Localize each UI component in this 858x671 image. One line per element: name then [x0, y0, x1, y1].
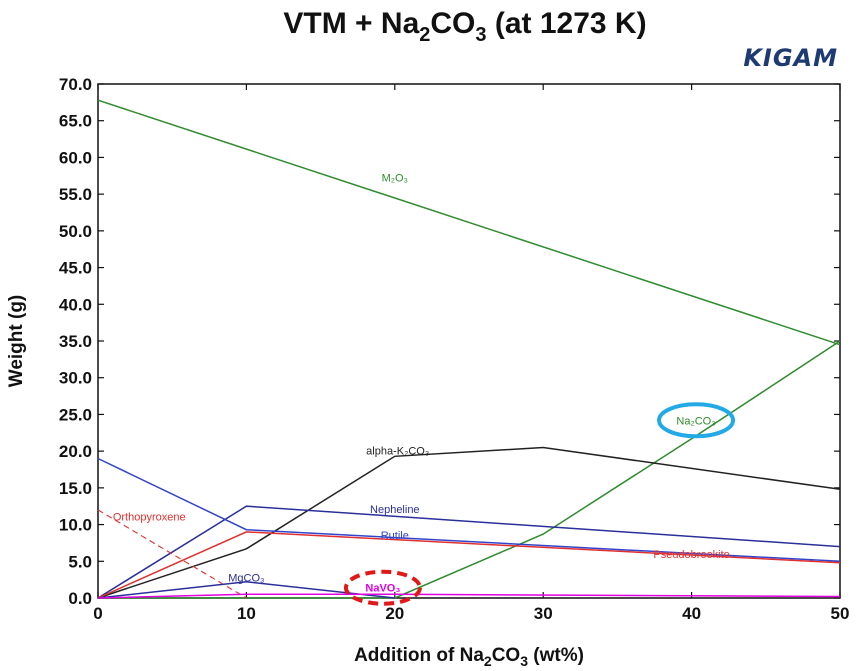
series-label-alpha-k2co3: alpha-K₂CO₃ [366, 445, 429, 457]
kigam-logo: KIGAM [743, 44, 838, 72]
series-label-nepheline: Nepheline [370, 504, 420, 516]
x-tick-label: 10 [237, 604, 256, 623]
y-tick-label: 5.0 [68, 552, 92, 571]
series-label-orthopyroxene: Orthopyroxene [113, 511, 186, 523]
series-label-mgco3: MgCO₃ [228, 572, 264, 584]
series-label-pseudobrookite: Pseudobrookite [653, 549, 729, 561]
x-tick-label: 40 [682, 604, 701, 623]
series-line-rutile [97, 457, 841, 563]
y-tick-label: 30.0 [59, 369, 92, 388]
series-line-na2co3 [98, 340, 841, 599]
y-tick-label: 50.0 [59, 222, 92, 241]
y-tick-label: 0.0 [68, 589, 92, 608]
highlight-ellipses [343, 402, 736, 606]
series-label-navo3: NaVO₃ [365, 583, 400, 595]
y-tick-label: 20.0 [59, 442, 92, 461]
y-tick-label: 25.0 [59, 405, 92, 424]
y-axis-label: Weight (g) [6, 295, 27, 388]
x-axis-label: Addition of Na2CO3 (wt%) [354, 645, 584, 669]
x-tick-label: 20 [385, 604, 404, 623]
series-line-nepheline [97, 505, 841, 599]
y-tick-label: 60.0 [59, 148, 92, 167]
series-line-orthopyroxene [97, 509, 247, 599]
x-tick-label: 50 [831, 604, 850, 623]
highlight-na2co3 [657, 402, 736, 439]
series-lines [97, 99, 841, 599]
y-tick-label: 15.0 [59, 479, 92, 498]
series-line-alpha-k2co3 [97, 446, 841, 599]
series-label-na2co3: Na₂CO₃ [676, 415, 715, 427]
y-tick-label: 10.0 [59, 516, 92, 535]
series-label-rutile: Rutile [381, 530, 409, 542]
series-line-navo3 [97, 593, 841, 599]
series-line-pseudobrookite [97, 531, 841, 599]
y-tick-label: 35.0 [59, 332, 92, 351]
y-tick-label: 65.0 [59, 112, 92, 131]
y-tick-label: 70.0 [59, 75, 92, 94]
y-tick-label: 45.0 [59, 259, 92, 278]
x-tick-label: 30 [534, 604, 553, 623]
series-labels: M₂O₃ Na₂CO₃ alpha-K₂CO₃ Nepheline Rutile Pseu… [113, 172, 730, 594]
x-tick-label: 0 [93, 604, 102, 623]
y-tick-label: 40.0 [59, 295, 92, 314]
series-line-m2o3 [97, 99, 841, 346]
y-tick-label: 55.0 [59, 185, 92, 204]
chart-title: VTM + Na2CO3 (at 1273 K) [283, 7, 646, 46]
y-axis: 0.0 5.0 10.0 15.0 20.0 25.0 30.0 35.0 40.0 45.0 50… [59, 75, 840, 608]
series-label-m2o3: M₂O₃ [382, 172, 408, 184]
highlight-navo3 [343, 569, 422, 606]
